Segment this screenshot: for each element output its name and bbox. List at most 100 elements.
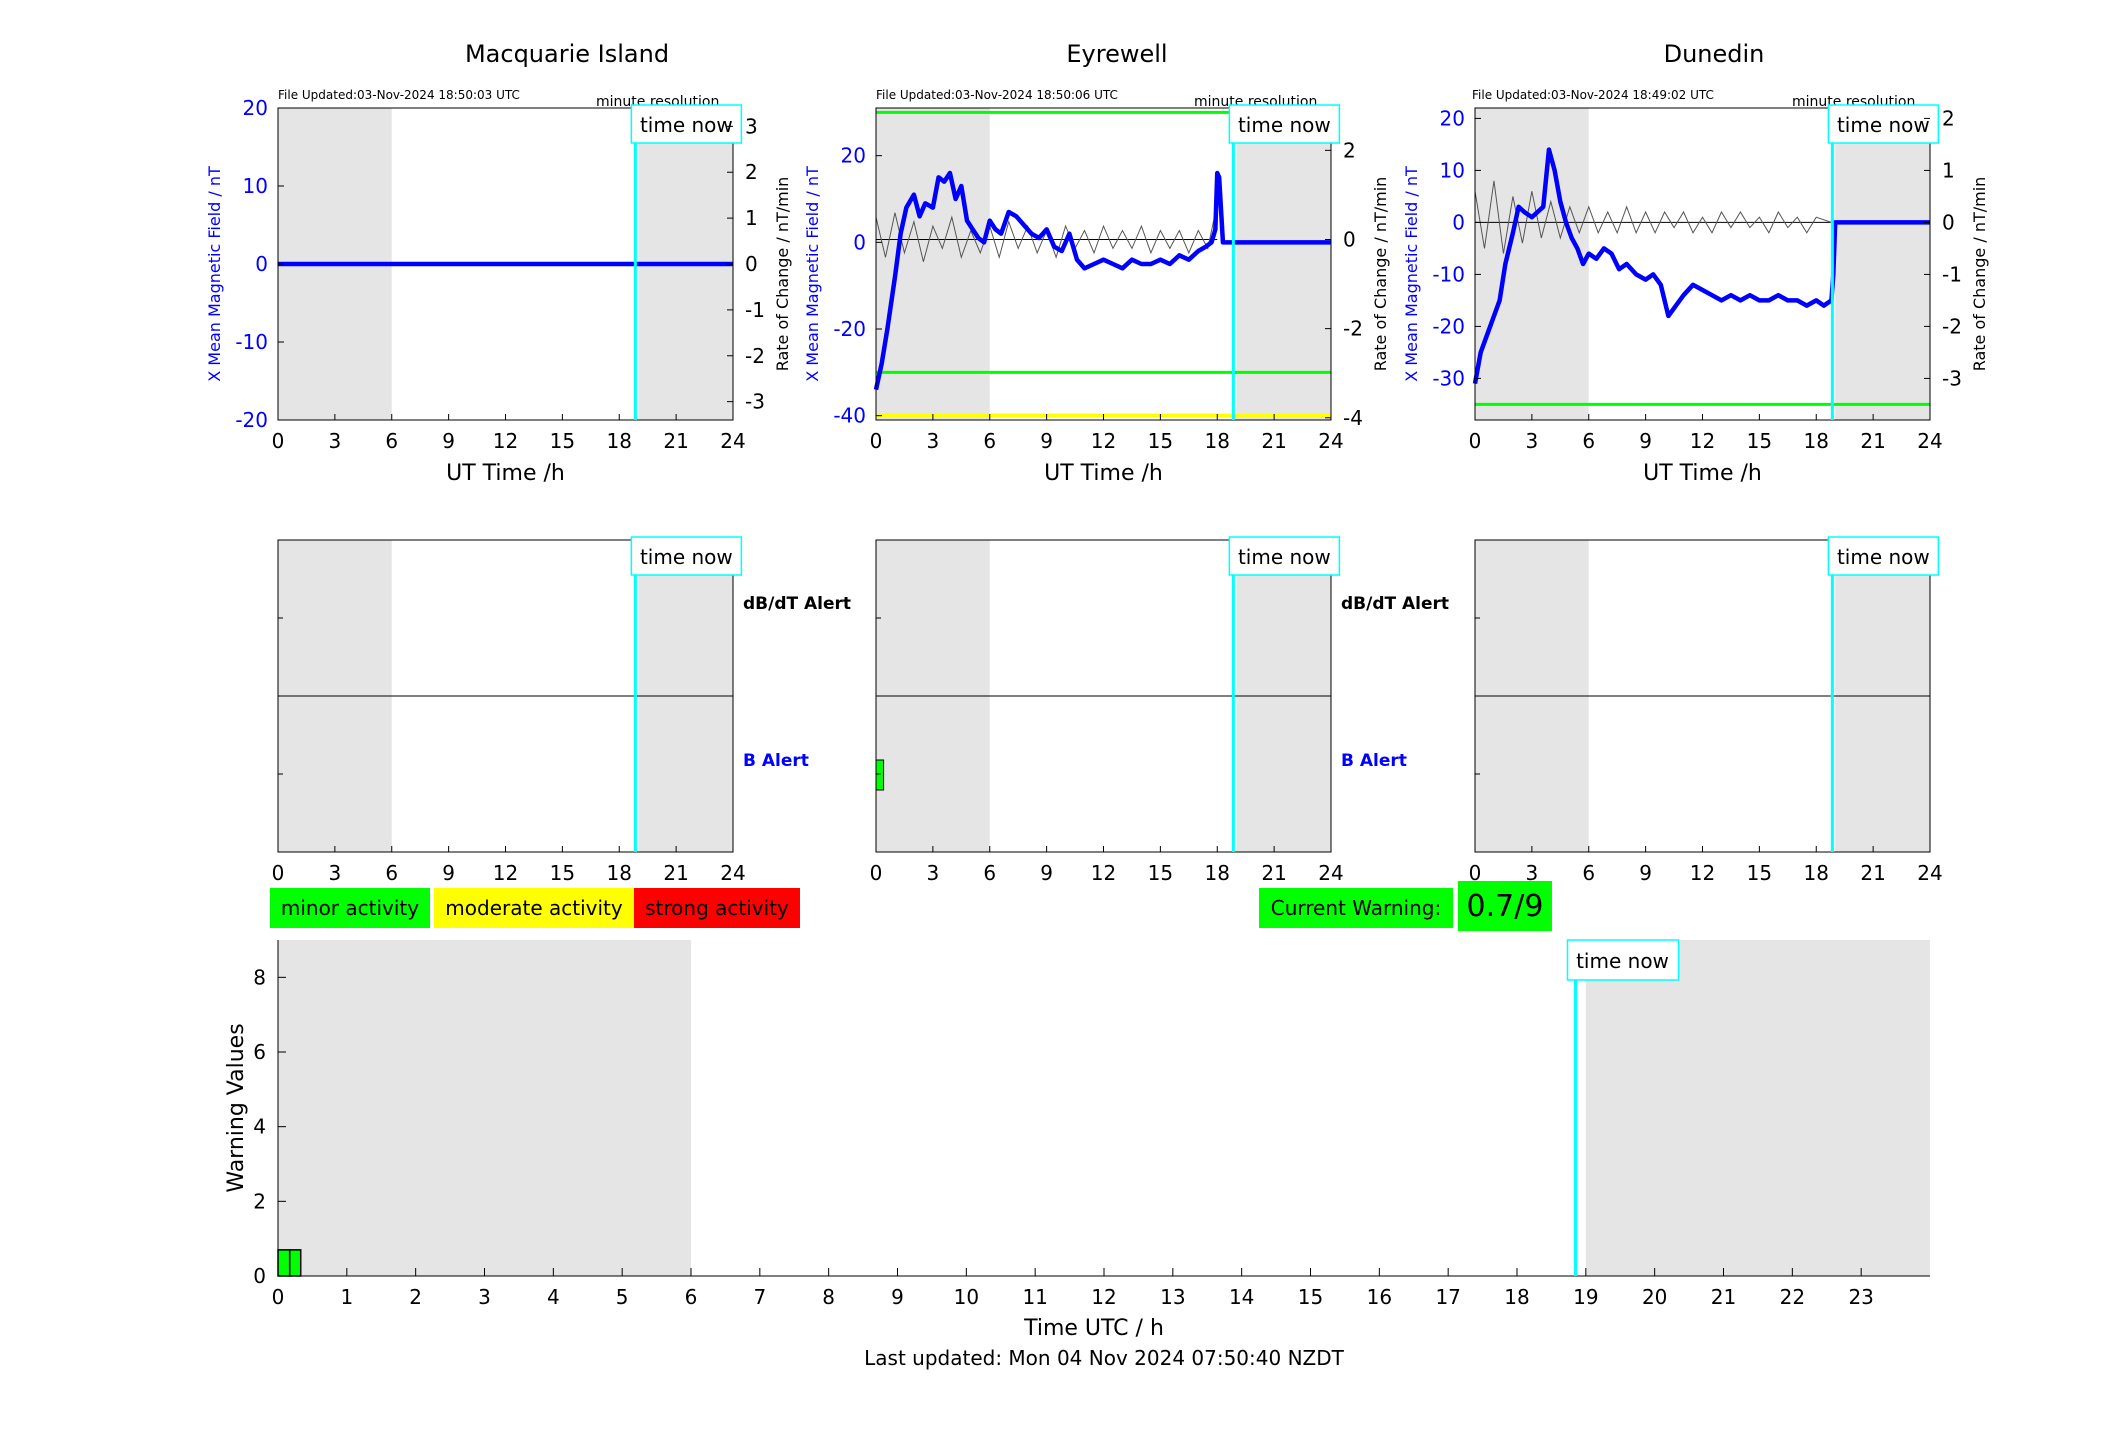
x-tick-label: 7 [753,1285,766,1309]
y-right-tick-label: 2 [1343,138,1356,162]
time-now-label: time now [640,545,733,569]
y-right-tick-label: 0 [745,252,758,276]
x-tick-label: 17 [1435,1285,1460,1309]
x-tick-label: 12 [493,861,518,885]
x-tick-label: 21 [663,429,688,453]
y-tick-label: 6 [253,1040,266,1064]
file-updated-macquarie: File Updated:03-Nov-2024 18:50:03 UTC [278,88,520,102]
x-tick-label: 24 [1917,429,1942,453]
time-now-box [1827,536,1940,576]
y-tick-label: 20 [1440,106,1465,130]
time-now-label: time now [1837,113,1930,137]
y-axis-label: X Mean Magnetic Field / nT [803,166,822,382]
x-tick-label: 0 [272,429,285,453]
time-now-box [1566,939,1680,981]
x-tick-label: 22 [1780,1285,1805,1309]
x-tick-label: 23 [1848,1285,1873,1309]
moderate-activity-swatch [434,888,634,928]
x-tick-label: 21 [1261,429,1286,453]
macquarie-alert-plot: time now 0 3 6 9 12 15 18 21 24 dB/dT Alert B Alert [272,536,851,885]
x-tick-label: 1 [340,1285,353,1309]
y-right-tick-label: 0 [1942,210,1955,234]
y-right-tick-label: 0 [1343,227,1356,251]
x-tick-label: 0 [870,861,883,885]
x-axis-label: UT Time /h [446,461,565,486]
dbdt-alert-label: dB/dT Alert [743,594,851,614]
y-right-tick-label: -2 [1343,317,1363,341]
y-right-tick-label: -4 [1343,406,1363,430]
y-tick-label: -10 [235,330,268,354]
y-right-tick-label: -2 [745,344,765,368]
title-eyrewell: Eyrewell [1066,40,1167,68]
current-warning-label-box [1259,888,1453,928]
y-right-tick-label: -1 [745,298,765,322]
x-tick-label: 2 [409,1285,422,1309]
x-tick-label: 12 [493,429,518,453]
eyrewell-alert-plot: time now 0 3 6 9 12 15 18 21 24 dB/dT Alert B Alert [870,536,1449,885]
x-tick-label: 14 [1229,1285,1254,1309]
x-axis-label: UT Time /h [1044,461,1163,486]
x-tick-label: 15 [1298,1285,1323,1309]
x-tick-label: 21 [1711,1285,1736,1309]
minor-activity-label: minor activity [281,896,419,920]
field-line-0 [1472,147,1930,385]
y-right-tick-label: -3 [1942,366,1962,390]
x-tick-label: 3 [329,861,342,885]
dunedin-alert-plot: time now 0 3 6 9 12 15 18 21 24 [1469,536,1943,885]
y-tick-label: 2 [253,1189,266,1213]
y-right-tick-label: -3 [745,390,765,414]
x-tick-label: 21 [1860,429,1885,453]
x-tick-label: 12 [1091,429,1116,453]
x-tick-label: 3 [927,861,940,885]
x-tick-label: 11 [1022,1285,1047,1309]
night-shade-0 [278,940,691,1276]
y-right-tick-label: 2 [745,160,758,184]
x-tick-label: 21 [1261,861,1286,885]
x-tick-label: 6 [685,1285,698,1309]
x-tick-label: 0 [272,1285,285,1309]
title-macquarie-island: Macquarie Island [465,40,669,68]
field-line-0 [873,170,1331,391]
x-tick-label: 3 [927,429,940,453]
x-tick-label: 5 [616,1285,629,1309]
y-right-tick-label: -2 [1942,314,1962,338]
last-updated: Last updated: Mon 04 Nov 2024 07:50:40 N… [864,1346,1345,1370]
b-alert-label: B Alert [1341,751,1407,771]
x-tick-label: 18 [607,861,632,885]
x-tick-label: 9 [1040,861,1053,885]
x-tick-label: 21 [1860,861,1885,885]
night-shade-1 [1585,940,1930,1276]
y-tick-label: 10 [243,174,268,198]
x-tick-label: 0 [870,429,883,453]
dbdt-alert-label: dB/dT Alert [1341,594,1449,614]
time-now-label: time now [640,113,733,137]
x-tick-label: 9 [1639,429,1652,453]
warning-bar-0 [277,1249,291,1277]
x-tick-label: 24 [1917,861,1942,885]
x-tick-label: 18 [1205,861,1230,885]
x-tick-label: 18 [1205,429,1230,453]
night-shade-1 [1236,108,1331,420]
x-tick-label: 9 [442,861,455,885]
current-warning-value-box [1458,881,1552,931]
y-axis-label: X Mean Magnetic Field / nT [1402,166,1421,382]
x-tick-label: 13 [1160,1285,1185,1309]
x-tick-label: 15 [550,861,575,885]
y-tick-label: 20 [243,96,268,120]
x-tick-label: 10 [954,1285,979,1309]
x-tick-label: 24 [1318,429,1343,453]
y-right-tick-label: 3 [745,114,758,138]
y-tick-label: -40 [833,404,866,428]
x-tick-label: 9 [891,1285,904,1309]
title-dunedin: Dunedin [1664,40,1765,68]
b-alert-bar-0 [875,759,885,791]
current-warning-value: 0.7/9 [1467,889,1544,924]
y-tick-label: 4 [253,1115,266,1139]
rate-of-change-line-0 [1474,180,1832,254]
y-tick-label: 20 [841,144,866,168]
